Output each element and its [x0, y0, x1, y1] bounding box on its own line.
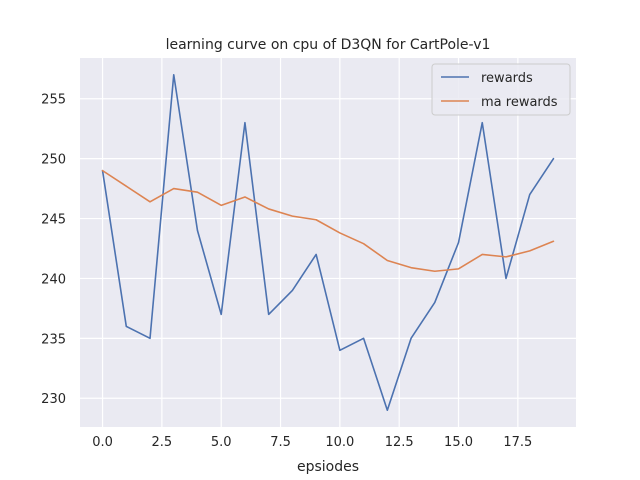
legend: rewards ma rewards [431, 63, 571, 116]
x-tick-label: 10.0 [325, 435, 354, 450]
x-axis-label: epsiodes [297, 459, 359, 475]
grid [80, 58, 576, 427]
y-tick-labels: 230 235 240 245 250 255 [41, 93, 66, 408]
x-tick-label: 2.5 [152, 435, 173, 450]
x-tick-label: 5.0 [211, 435, 232, 450]
series-line-0 [101, 73, 555, 412]
series-line-1 [101, 169, 555, 273]
x-tick-label: 0.0 [92, 435, 113, 450]
plot-area [80, 58, 576, 427]
x-tick-label: 12.5 [385, 435, 414, 450]
legend-label: ma rewards [481, 95, 558, 110]
x-tick-label: 7.5 [270, 435, 291, 450]
x-tick-labels: 0.0 2.5 5.0 7.5 10.0 12.5 15.0 17.5 [92, 435, 532, 450]
y-tick-label: 235 [41, 332, 66, 347]
x-tick-label: 17.5 [503, 435, 532, 450]
legend-label: rewards [481, 71, 533, 86]
chart-title: learning curve on cpu of D3QN for CartPo… [166, 37, 491, 53]
series-layer [101, 73, 555, 412]
y-tick-label: 230 [41, 392, 66, 407]
y-tick-label: 255 [41, 93, 66, 108]
y-tick-label: 245 [41, 213, 66, 228]
x-tick-label: 15.0 [444, 435, 473, 450]
y-tick-label: 240 [41, 272, 66, 287]
y-tick-label: 250 [41, 153, 66, 168]
